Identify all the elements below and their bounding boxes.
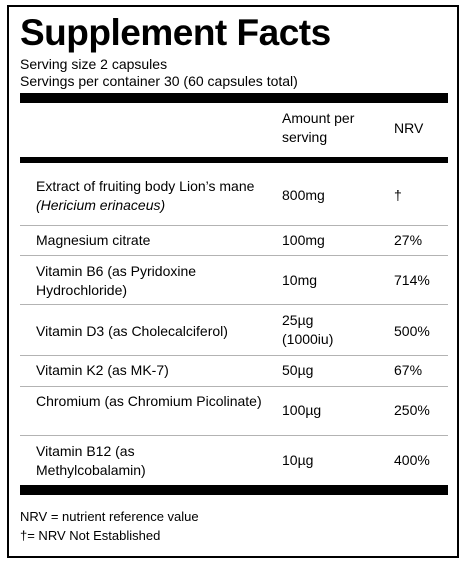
amount: 50µg <box>282 362 314 378</box>
amount: 100mg <box>282 232 325 248</box>
nrv: 27% <box>394 232 423 248</box>
bottom-thick-rule <box>20 485 448 495</box>
amount: 100µg <box>282 402 322 418</box>
ingredient-name: Vitamin D3 (as Cholecalciferol) <box>36 323 228 339</box>
ingredient-name: Vitamin B6 (as Pyridoxine Hydrochloride) <box>36 263 197 298</box>
top-thick-rule <box>20 93 448 103</box>
table-row: Vitamin K2 (as MK-7) 50µg 67% <box>20 356 448 387</box>
table-row: Extract of fruiting body Lion’s mane (He… <box>20 163 448 226</box>
amount: 25µg (1000iu) <box>282 312 334 347</box>
nrv: † <box>394 187 402 203</box>
latin-name: (Hericium erinaceus) <box>36 197 166 213</box>
title: Supplement Facts <box>20 12 331 53</box>
ingredient-name: Chromium (as Chromium Picolinate) <box>36 393 262 409</box>
amount: 10µg <box>282 452 314 468</box>
table-row: Magnesium citrate 100mg 27% <box>20 226 448 256</box>
supplement-facts-panel: Supplement Facts Serving size 2 capsules… <box>7 5 459 558</box>
footnote-dagger: †= NRV Not Established <box>20 528 161 543</box>
nrv: 400% <box>394 452 430 468</box>
ingredient-name: Extract of fruiting body Lion’s mane (He… <box>36 178 255 213</box>
ingredient-name: Vitamin K2 (as MK-7) <box>36 362 169 378</box>
table-row: Vitamin B12 (as Methylcobalamin) 10µg 40… <box>20 436 448 485</box>
table-row: Vitamin B6 (as Pyridoxine Hydrochloride)… <box>20 256 448 305</box>
ingredient-name: Vitamin B12 (as Methylcobalamin) <box>36 443 146 478</box>
header-rule <box>20 157 448 163</box>
footnote-nrv: NRV = nutrient reference value <box>20 509 199 524</box>
header-amount: Amount per serving <box>282 110 355 145</box>
header-nrv: NRV <box>394 120 424 136</box>
nrv: 67% <box>394 362 423 378</box>
amount: 10mg <box>282 272 318 288</box>
serving-size: Serving size 2 capsules <box>20 56 168 72</box>
nrv: 714% <box>394 272 430 288</box>
table-row: Chromium (as Chromium Picolinate) 100µg … <box>20 387 448 436</box>
servings-per-container: Servings per container 30 (60 capsules t… <box>20 73 298 89</box>
ingredient-name: Magnesium citrate <box>36 232 151 248</box>
nrv: 250% <box>394 402 430 418</box>
amount: 800mg <box>282 187 325 203</box>
table-row: Vitamin D3 (as Cholecalciferol) 25µg (10… <box>20 305 448 356</box>
nrv: 500% <box>394 323 430 339</box>
